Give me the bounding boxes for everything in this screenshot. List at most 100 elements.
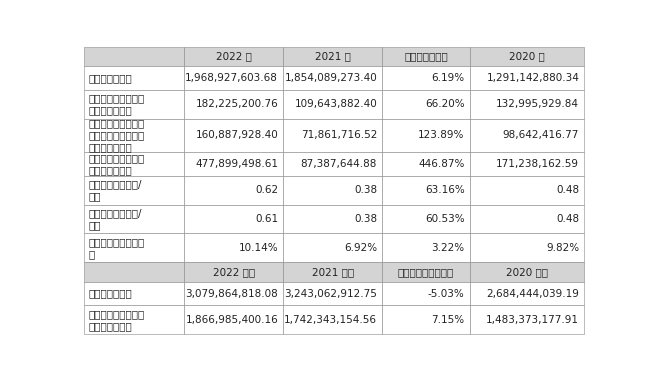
Bar — [469, 233, 584, 262]
Text: 1,854,089,273.40: 1,854,089,273.40 — [284, 73, 377, 83]
Bar — [469, 262, 584, 282]
Text: 109,643,882.40: 109,643,882.40 — [294, 99, 377, 109]
Bar — [382, 262, 469, 282]
Bar — [469, 66, 584, 90]
Text: 182,225,200.76: 182,225,200.76 — [196, 99, 278, 109]
Text: 3,243,062,912.75: 3,243,062,912.75 — [284, 288, 377, 299]
Text: 0.38: 0.38 — [354, 214, 377, 224]
Text: 6.19%: 6.19% — [432, 73, 465, 83]
Text: 2021 年末: 2021 年末 — [312, 267, 354, 277]
Bar — [469, 282, 584, 305]
Bar — [283, 66, 382, 90]
Text: 本年末比上年末增减: 本年末比上年末增减 — [398, 267, 454, 277]
Bar — [283, 233, 382, 262]
Text: 3,079,864,818.08: 3,079,864,818.08 — [185, 288, 278, 299]
Bar — [84, 118, 184, 152]
Text: 1,866,985,400.16: 1,866,985,400.16 — [185, 315, 278, 325]
Text: 160,887,928.40: 160,887,928.40 — [196, 130, 278, 141]
Text: 2021 年: 2021 年 — [315, 52, 351, 61]
Bar — [283, 262, 382, 282]
Text: 0.38: 0.38 — [354, 185, 377, 195]
Text: 2022 年末: 2022 年末 — [213, 267, 255, 277]
Text: 71,861,716.52: 71,861,716.52 — [301, 130, 377, 141]
Bar — [469, 176, 584, 205]
Text: 0.48: 0.48 — [556, 185, 579, 195]
Text: 归属于上市公司股东
的净利润（元）: 归属于上市公司股东 的净利润（元） — [88, 93, 144, 115]
Bar — [382, 282, 469, 305]
Text: 资产总额（元）: 资产总额（元） — [88, 288, 132, 299]
Bar — [382, 118, 469, 152]
Bar — [382, 66, 469, 90]
Text: 2,684,444,039.19: 2,684,444,039.19 — [486, 288, 579, 299]
Bar — [84, 66, 184, 90]
Bar — [469, 90, 584, 118]
Bar — [469, 118, 584, 152]
Bar — [84, 282, 184, 305]
Bar — [184, 305, 283, 334]
Bar — [283, 90, 382, 118]
Text: 稀释每股收益（元/
股）: 稀释每股收益（元/ 股） — [88, 208, 141, 230]
Text: 本年比上年增减: 本年比上年增减 — [404, 52, 448, 61]
Bar — [184, 176, 283, 205]
Text: 87,387,644.88: 87,387,644.88 — [301, 159, 377, 169]
Text: 9.82%: 9.82% — [546, 243, 579, 253]
Bar — [84, 262, 184, 282]
Bar — [283, 305, 382, 334]
Text: 6.92%: 6.92% — [344, 243, 377, 253]
Bar — [84, 90, 184, 118]
Text: 2020 年末: 2020 年末 — [506, 267, 548, 277]
Bar — [84, 205, 184, 233]
Bar — [283, 118, 382, 152]
Bar — [184, 233, 283, 262]
Text: 1,742,343,154.56: 1,742,343,154.56 — [284, 315, 377, 325]
Text: 7.15%: 7.15% — [432, 315, 465, 325]
Text: 60.53%: 60.53% — [425, 214, 465, 224]
Text: 2020 年: 2020 年 — [509, 52, 545, 61]
Bar — [469, 152, 584, 176]
Text: 1,968,927,603.68: 1,968,927,603.68 — [185, 73, 278, 83]
Bar — [469, 47, 584, 66]
Bar — [382, 176, 469, 205]
Text: 基本每股收益（元/
股）: 基本每股收益（元/ 股） — [88, 179, 141, 201]
Text: 0.62: 0.62 — [255, 185, 278, 195]
Bar — [184, 282, 283, 305]
Text: 2022 年: 2022 年 — [216, 52, 252, 61]
Text: 98,642,416.77: 98,642,416.77 — [503, 130, 579, 141]
Text: 123.89%: 123.89% — [419, 130, 465, 141]
Text: 171,238,162.59: 171,238,162.59 — [496, 159, 579, 169]
Bar — [283, 205, 382, 233]
Text: 1,483,373,177.91: 1,483,373,177.91 — [486, 315, 579, 325]
Bar — [84, 305, 184, 334]
Text: 132,995,929.84: 132,995,929.84 — [496, 99, 579, 109]
Text: 0.48: 0.48 — [556, 214, 579, 224]
Bar — [184, 262, 283, 282]
Bar — [184, 118, 283, 152]
Bar — [184, 90, 283, 118]
Bar — [469, 205, 584, 233]
Bar — [283, 152, 382, 176]
Bar — [382, 90, 469, 118]
Bar — [84, 176, 184, 205]
Text: 63.16%: 63.16% — [425, 185, 465, 195]
Bar — [382, 233, 469, 262]
Text: 1,291,142,880.34: 1,291,142,880.34 — [486, 73, 579, 83]
Bar — [469, 305, 584, 334]
Text: 477,899,498.61: 477,899,498.61 — [195, 159, 278, 169]
Text: 经营活动产生的现金
流量净额（元）: 经营活动产生的现金 流量净额（元） — [88, 153, 144, 175]
Bar — [382, 305, 469, 334]
Bar — [184, 47, 283, 66]
Bar — [84, 233, 184, 262]
Bar — [283, 282, 382, 305]
Bar — [382, 152, 469, 176]
Bar — [84, 47, 184, 66]
Bar — [84, 152, 184, 176]
Bar — [184, 152, 283, 176]
Text: 10.14%: 10.14% — [239, 243, 278, 253]
Bar — [184, 205, 283, 233]
Text: 归属于上市公司股东
的净资产（元）: 归属于上市公司股东 的净资产（元） — [88, 309, 144, 331]
Text: 营业收入（元）: 营业收入（元） — [88, 73, 132, 83]
Text: 3.22%: 3.22% — [432, 243, 465, 253]
Text: 归属于上市公司股东
的扣除非经常性损益
的净利润（元）: 归属于上市公司股东 的扣除非经常性损益 的净利润（元） — [88, 118, 144, 152]
Text: 加权平均净资产收益
率: 加权平均净资产收益 率 — [88, 237, 144, 259]
Bar — [283, 176, 382, 205]
